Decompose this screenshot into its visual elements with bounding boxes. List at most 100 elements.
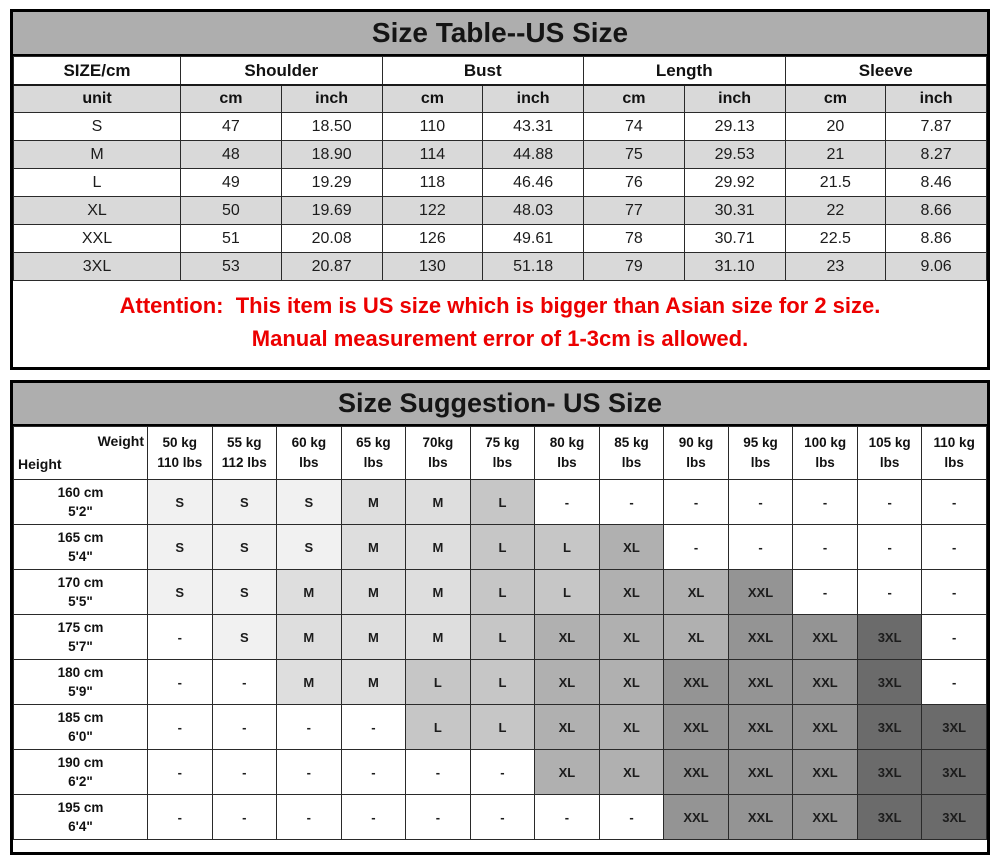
weight-kg-label: 50 kg	[162, 435, 198, 450]
weight-header-cell: 55 kg 112 lbs	[211, 426, 278, 480]
unit-header-cell: inch	[280, 84, 383, 113]
suggestion-cell: S	[211, 479, 278, 525]
suggestion-cell: XXL	[792, 794, 858, 840]
weight-header-cell: 90 kg lbs	[663, 426, 729, 480]
measurement-cell: 21	[784, 140, 887, 169]
weight-lbs-label: lbs	[750, 455, 771, 470]
suggestion-cell: XL	[534, 704, 600, 750]
weight-kg-label: 60 kg	[291, 435, 327, 450]
suggestion-cell: M	[405, 569, 471, 615]
size-suggestion-row: 185 cm 6'0" - - - - L L XL XL XXL XXL XXL 3XL 3XL	[13, 704, 987, 750]
suggestion-cell: -	[276, 704, 342, 750]
measurement-cell: 47	[180, 112, 282, 141]
weight-header-cell: 110 kg lbs	[921, 426, 987, 480]
size-suggestion-table: Weight Height 50 kg 110 lbs 55 kg 112 lbs 60 k…	[13, 426, 987, 840]
measurement-cell: 44.88	[482, 140, 584, 169]
weight-kg-label: 85 kg	[614, 435, 649, 450]
size-table-row: S 47 18.50 110 43.31 74 29.13 20 7.87	[13, 112, 987, 141]
weight-lbs-label: 112 lbs	[221, 455, 267, 470]
suggestion-cell: -	[340, 794, 407, 840]
column-group-size-cm: SIZE/cm	[13, 56, 181, 86]
unit-header-cell: cm	[180, 84, 282, 113]
height-row-label: 190 cm 6'2"	[13, 749, 148, 795]
suggestion-cell: XL	[598, 569, 665, 615]
suggestion-cell: -	[340, 749, 407, 795]
suggestion-cell: M	[405, 524, 471, 570]
unit-header-cell: cm	[784, 84, 887, 113]
suggestion-cell: XXL	[663, 749, 729, 795]
weight-kg-label: 90 kg	[678, 435, 714, 450]
size-table: SIZE/cm Shoulder Bust Length Sleeve unit cm inc…	[13, 56, 987, 281]
suggestion-cell: 3XL	[921, 794, 987, 840]
measurement-cell: 53	[180, 252, 282, 281]
measurement-cell: 48	[180, 140, 282, 169]
weight-header-cell: 60 kg lbs	[276, 426, 342, 480]
suggestion-cell: -	[534, 794, 600, 840]
measurement-cell: 31.10	[683, 252, 786, 281]
suggestion-cell: S	[147, 479, 213, 525]
unit-header-cell: inch	[885, 84, 987, 113]
size-row-label: XL	[13, 196, 181, 225]
suggestion-cell: L	[469, 479, 536, 525]
suggestion-cell: -	[340, 704, 407, 750]
weight-lbs-label: lbs	[686, 455, 706, 470]
suggestion-cell: XXL	[663, 794, 729, 840]
measurement-cell: 22.5	[784, 224, 887, 253]
suggestion-cell: S	[147, 569, 213, 615]
suggestion-cell: -	[405, 749, 471, 795]
suggestion-cell: -	[921, 524, 987, 570]
measurement-cell: 22	[784, 196, 887, 225]
unit-header-cell: unit	[13, 84, 181, 113]
weight-lbs-label: lbs	[428, 455, 448, 470]
suggestion-cell: 3XL	[921, 704, 987, 750]
measurement-cell: 78	[583, 224, 685, 253]
height-row-label: 185 cm 6'0"	[13, 704, 148, 750]
suggestion-cell: -	[276, 749, 342, 795]
weight-header-cell: 70kg lbs	[405, 426, 471, 480]
suggestion-cell: XL	[534, 749, 600, 795]
size-suggestion-row: 165 cm 5'4" S S S M M L L XL - - - - -	[13, 524, 987, 570]
weight-kg-label: 105 kg	[868, 435, 911, 450]
suggestion-cell: -	[147, 704, 213, 750]
suggestion-cell: -	[792, 569, 858, 615]
suggestion-cell: M	[340, 524, 407, 570]
suggestion-cell: XL	[598, 704, 665, 750]
column-group-shoulder: Shoulder	[180, 56, 383, 86]
measurement-cell: 49	[180, 168, 282, 197]
suggestion-cell: -	[469, 794, 536, 840]
measurement-cell: 50	[180, 196, 282, 225]
weight-header-cell: 75 kg lbs	[469, 426, 536, 480]
suggestion-cell: M	[340, 479, 407, 525]
suggestion-cell: -	[211, 794, 278, 840]
height-ft-label: 5'7"	[68, 639, 93, 654]
measurement-cell: 114	[381, 140, 484, 169]
weight-kg-label: 70kg	[422, 435, 454, 450]
suggestion-cell: XXL	[727, 614, 794, 660]
suggestion-cell: S	[147, 524, 213, 570]
suggestion-cell: XL	[598, 659, 665, 705]
size-table-title: Size Table--US Size	[13, 12, 987, 56]
measurement-cell: 76	[583, 168, 685, 197]
weight-lbs-label: lbs	[299, 455, 319, 470]
suggestion-cell: XL	[663, 569, 729, 615]
measurement-cell: 110	[381, 112, 484, 141]
measurement-cell: 51	[180, 224, 282, 253]
suggestion-cell: L	[405, 659, 471, 705]
suggestion-cell: -	[727, 524, 794, 570]
size-row-label: XXL	[13, 224, 181, 253]
weight-lbs-label: lbs	[815, 455, 835, 470]
suggestion-cell: XXL	[727, 704, 794, 750]
suggestion-cell: L	[405, 704, 471, 750]
size-table-section: Size Table--US Size SIZE/cm Shoulder Bust L…	[10, 9, 990, 370]
suggestion-cell: 3XL	[921, 749, 987, 795]
suggestion-cell: 3XL	[856, 749, 923, 795]
suggestion-cell: L	[469, 524, 536, 570]
measurement-cell: 43.31	[482, 112, 584, 141]
attention-line-1: Attention: This item is US size which is…	[119, 292, 881, 318]
corner-height-label: Height	[18, 456, 62, 472]
height-ft-label: 5'9"	[68, 684, 93, 699]
measurement-cell: 118	[381, 168, 484, 197]
measurement-cell: 8.66	[885, 196, 987, 225]
suggestion-cell: -	[405, 794, 471, 840]
suggestion-cell: XL	[534, 614, 600, 660]
